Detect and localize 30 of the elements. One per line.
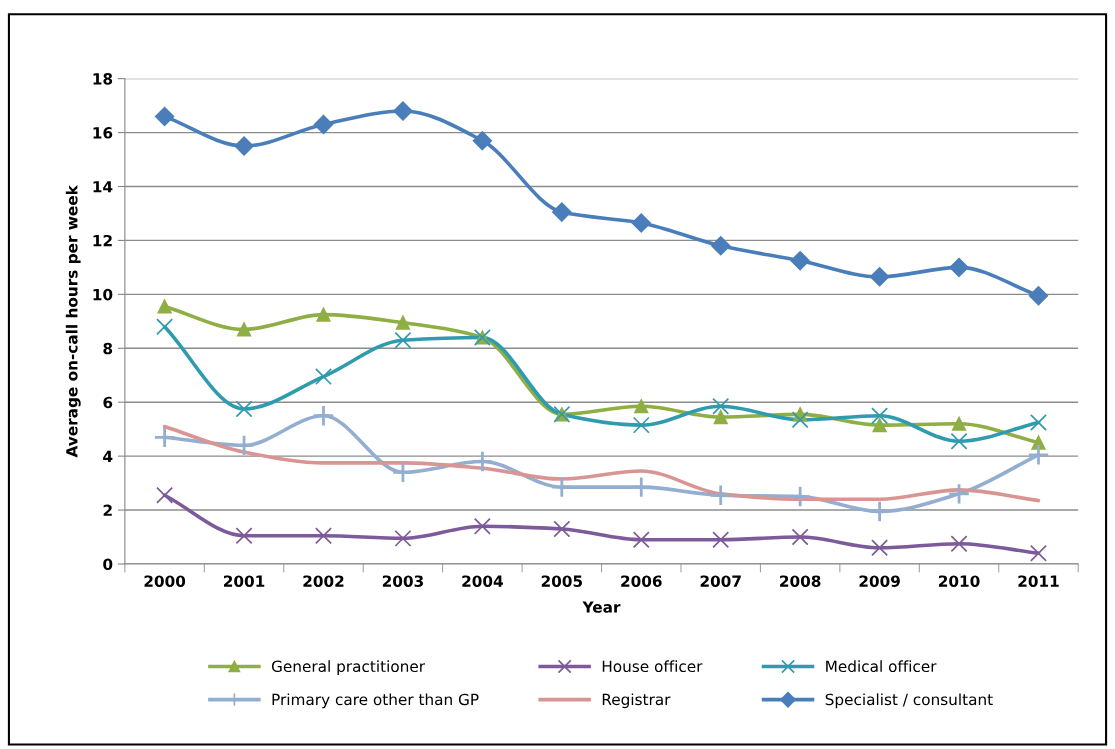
y-tick-label: 10 (93, 288, 113, 301)
x-tick-label: 2000 (144, 575, 186, 587)
y-tick-label: 12 (93, 234, 112, 247)
legend-label: Specialist / consultant (825, 693, 993, 709)
x-tick-label: 2007 (700, 575, 741, 587)
x-tick-label: 2003 (382, 575, 423, 587)
legend-label: Medical officer (826, 660, 937, 673)
x-tick-label: 2006 (621, 575, 662, 587)
y-tick-label: 0 (103, 558, 113, 571)
x-tick-label: 2001 (223, 575, 265, 587)
y-axis-title: Average on-call hours per week (65, 184, 81, 458)
y-tick-label: 16 (93, 127, 113, 139)
x-tick-label: 2002 (303, 575, 344, 587)
legend-label: Primary care other than GP (272, 693, 479, 709)
x-axis-title: Year (582, 601, 621, 613)
x-tick-label: 2009 (859, 575, 900, 587)
x-tick-label: 2005 (541, 575, 583, 587)
y-tick-label: 2 (103, 504, 112, 516)
y-tick-label: 14 (93, 181, 113, 193)
y-tick-label: 4 (103, 450, 113, 462)
x-tick-label: 2008 (780, 575, 821, 587)
legend-label: Registrar (602, 693, 671, 709)
y-tick-label: 6 (103, 396, 113, 409)
x-tick-label: 2010 (938, 575, 980, 587)
y-tick-label: 8 (103, 342, 113, 355)
y-tick-label: 18 (93, 73, 113, 85)
legend-label: General practitioner (271, 660, 426, 676)
x-tick-label: 2011 (1018, 575, 1059, 587)
legend-label: House officer (602, 660, 703, 673)
x-tick-label: 2004 (462, 575, 503, 587)
